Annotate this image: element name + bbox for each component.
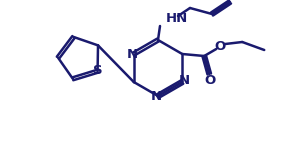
Text: N: N — [179, 75, 190, 87]
Text: HN: HN — [166, 12, 188, 24]
Text: N: N — [127, 48, 138, 60]
Text: O: O — [215, 39, 226, 52]
Text: N: N — [150, 90, 162, 104]
Text: S: S — [93, 64, 102, 77]
Text: O: O — [205, 74, 216, 87]
